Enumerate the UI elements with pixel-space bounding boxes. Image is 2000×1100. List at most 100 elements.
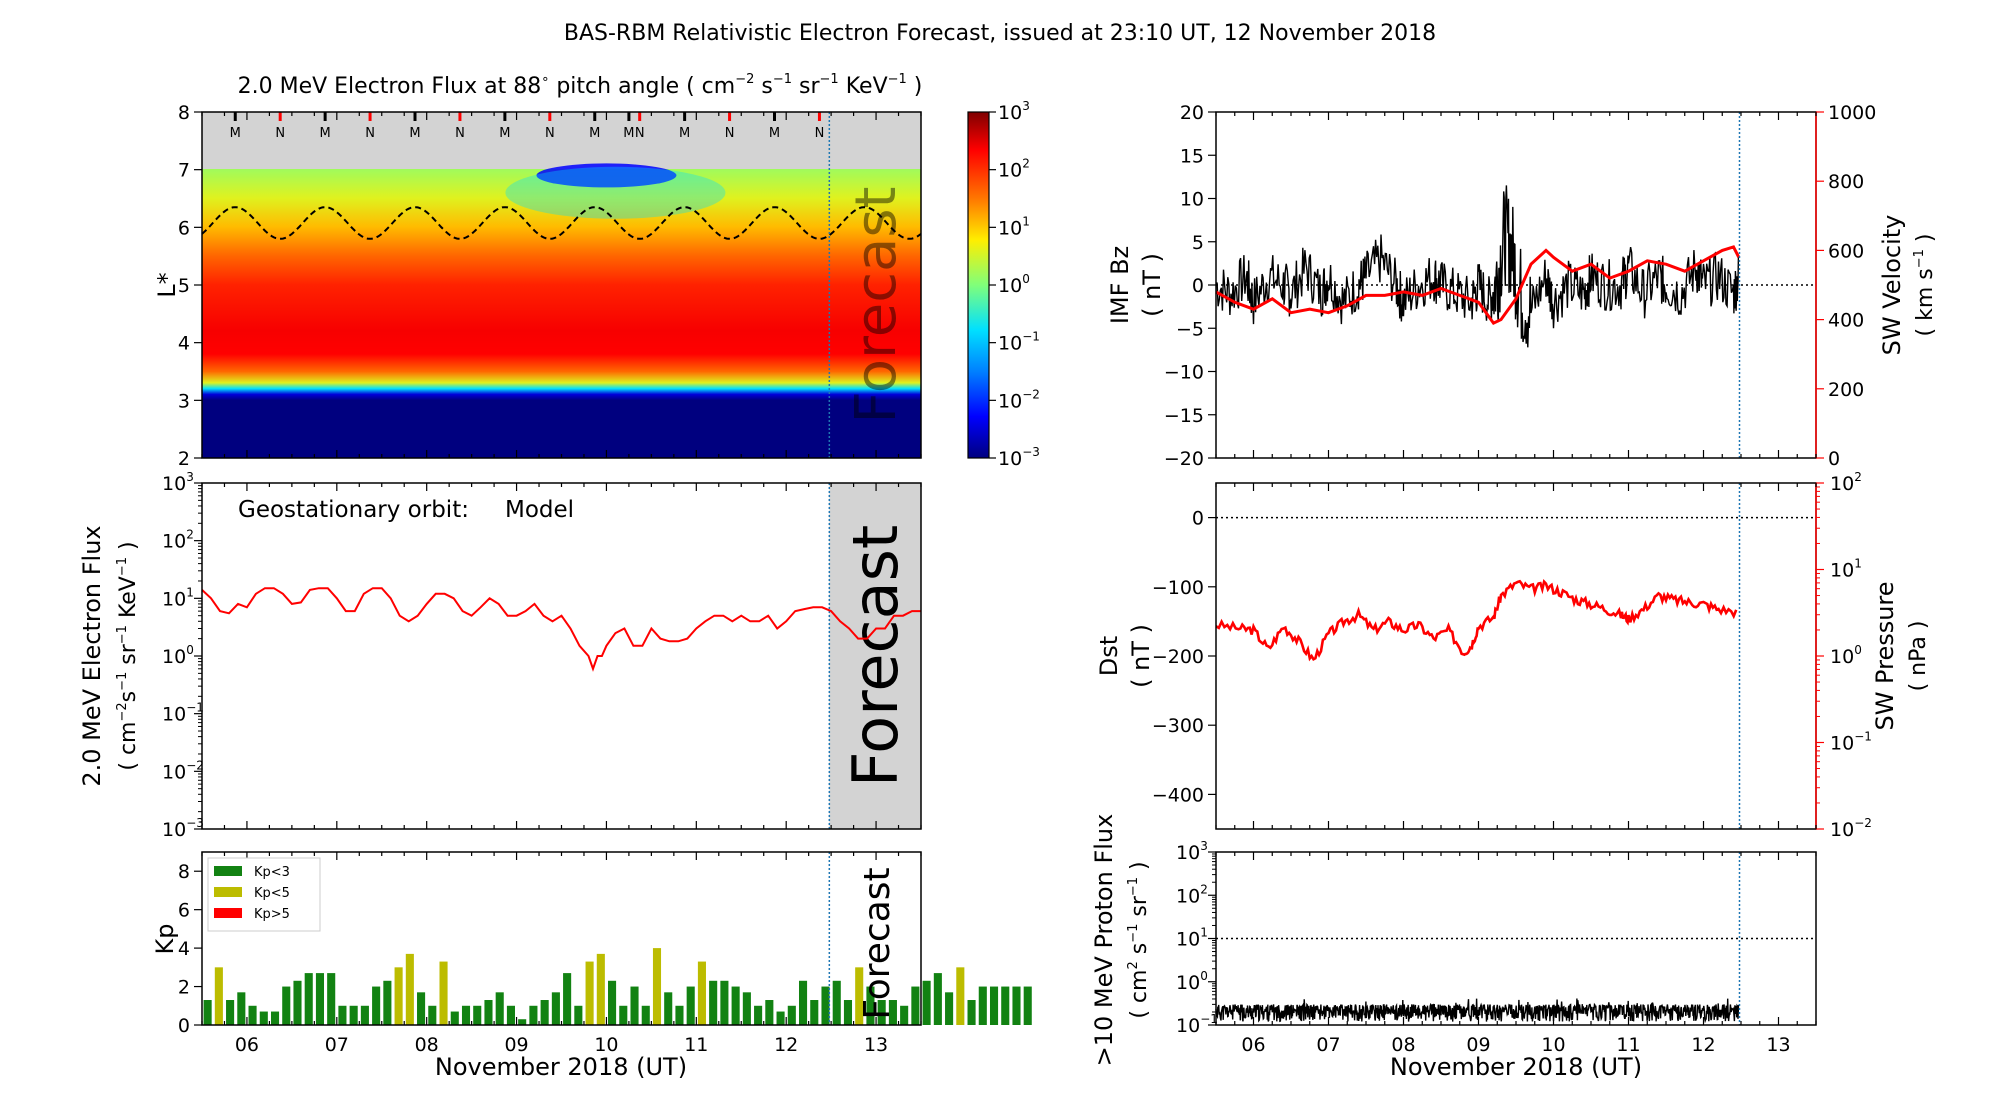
lstar-title-part-9: −1 (888, 72, 907, 87)
proton-unit-part-1: 2 (1126, 961, 1141, 969)
colorbar-tick-label: 10−1 (998, 330, 1040, 355)
lstar-title-part-0: 2.0 MeV Electron Flux at 88 (238, 74, 542, 99)
kp-bar (439, 961, 448, 1025)
geo-panel: Forecast Geostationary orbit: Model 10−3… (78, 470, 922, 841)
sw-velocity-unit: ( km s−1 ) (1912, 234, 1938, 337)
proton-unit-part-4: sr (1127, 895, 1152, 923)
orbit-marker-label: N (635, 126, 645, 141)
x-tick-label: 13 (1766, 1034, 1790, 1056)
kp-bar (922, 980, 931, 1025)
y-tick-label: −200 (1152, 646, 1204, 668)
lstar-title: 2.0 MeV Electron Flux at 88∘ pitch angle… (238, 72, 923, 99)
y-tick-label: 200 (1828, 379, 1864, 401)
kp-bar (630, 986, 639, 1025)
kp-bar (1023, 986, 1032, 1025)
kp-bar (540, 1000, 549, 1025)
geo-frame (201, 482, 922, 830)
lstar-plasmasheet-depletion (505, 163, 726, 219)
x-tick-label: 08 (415, 1034, 439, 1056)
geo-x-axis (201, 483, 922, 829)
dst-frame (1215, 482, 1817, 830)
kp-bar (866, 986, 875, 1025)
kp-legend-swatch-low (214, 866, 242, 876)
y-tick-label: 800 (1828, 171, 1864, 193)
imf-bz-series-line (1215, 185, 1740, 348)
kp-bar (405, 953, 414, 1025)
y-tick-label: 3 (178, 390, 190, 412)
lstar-title-part-3: −2 (735, 72, 754, 87)
kp-bar (832, 980, 841, 1025)
y-tick-label: −300 (1152, 715, 1204, 737)
y-tick-label: 0 (1192, 275, 1204, 297)
y-tick-label: 600 (1828, 240, 1864, 262)
kp-bars (203, 948, 1032, 1025)
geo-forecast-shade (829, 483, 921, 829)
colorbar-tick-label: 101 (998, 214, 1030, 239)
imf-panel: −20 −15 −10 −5 0 5 10 15 20 0 200 400 600 800 1000 IM… (1106, 102, 1938, 470)
kp-bar (675, 1005, 684, 1025)
kp-bar (360, 1005, 369, 1025)
lstar-y-axis: 2 3 4 5 6 7 8 (178, 102, 202, 470)
kp-x-axis: 06 07 08 09 10 11 12 13 (201, 852, 922, 1056)
x-tick-label: 10 (594, 1034, 618, 1056)
proton-flux-series-line (1215, 998, 1740, 1024)
lstar-geostationary-line (201, 206, 922, 240)
kp-legend-swatch-mid (214, 887, 242, 897)
kp-legend: Kp<3 Kp<5 Kp>5 (207, 857, 321, 932)
y-tick-label: 102 (162, 528, 194, 553)
kp-bar (563, 973, 572, 1025)
sw-pressure-label: SW Pressure (1871, 581, 1899, 730)
kp-bar (911, 986, 920, 1025)
kp-bar (765, 1000, 774, 1025)
sw-velocity-label: SW Velocity (1878, 215, 1906, 356)
colorbar-tick-label: 100 (998, 272, 1030, 297)
y-tick-label: 103 (162, 470, 194, 495)
geo-annotation-series: Model (505, 497, 574, 523)
proton-unit-part-0: ( cm (1127, 970, 1152, 1019)
kp-bar (754, 1005, 763, 1025)
kp-bar (720, 980, 729, 1025)
kp-bar (551, 992, 560, 1025)
kp-bar (945, 992, 954, 1025)
kp-bar (428, 1005, 437, 1025)
geo-ylabel: 2.0 MeV Electron Flux (78, 525, 106, 786)
orbit-marker-label: N (815, 126, 825, 141)
kp-bar (383, 980, 392, 1025)
kp-bar (742, 992, 751, 1025)
orbit-marker-label: M (320, 126, 331, 141)
kp-legend-mid: Kp<5 (254, 886, 290, 901)
y-tick-label: 6 (178, 900, 190, 922)
kp-bar (327, 973, 336, 1025)
x-tick-label: 12 (774, 1034, 798, 1056)
sw-pressure-series-line (1215, 579, 1738, 662)
lstar-title-part-6: sr (792, 74, 820, 99)
kp-bar (237, 992, 246, 1025)
lstar-title-part-10: ) (907, 74, 923, 99)
kp-bar (821, 986, 830, 1025)
kp-bar (315, 973, 325, 1025)
sw-pressure-axis: 10−2 10−1 100 101 102 (1816, 470, 1872, 841)
orbit-marker-label: M (679, 126, 690, 141)
kp-bar (214, 967, 223, 1025)
x-tick-label: 11 (684, 1034, 708, 1056)
lstar-title-part-8: KeV (839, 74, 888, 99)
kp-bar (888, 1000, 897, 1025)
kp-bar (394, 967, 403, 1025)
sw-velocity-series-line (1215, 245, 1741, 325)
y-tick-label: 400 (1828, 310, 1864, 332)
kp-bar (529, 1005, 538, 1025)
y-tick-label: 7 (178, 160, 190, 182)
sw-velocity-unit-part-1: −1 (1912, 249, 1927, 268)
orbit-marker-label: N (365, 126, 375, 141)
y-tick-label: 4 (178, 938, 190, 960)
y-tick-label: 10−1 (1830, 730, 1872, 755)
kp-ylabel: Kp (151, 924, 179, 955)
depletion-core (536, 163, 677, 188)
y-tick-label: −100 (1152, 577, 1204, 599)
y-tick-label: 101 (1176, 926, 1208, 951)
kp-bar (709, 980, 718, 1025)
kp-bar (596, 953, 605, 1025)
orbit-marker-label: N (455, 126, 465, 141)
y-tick-label: 5 (178, 275, 190, 297)
